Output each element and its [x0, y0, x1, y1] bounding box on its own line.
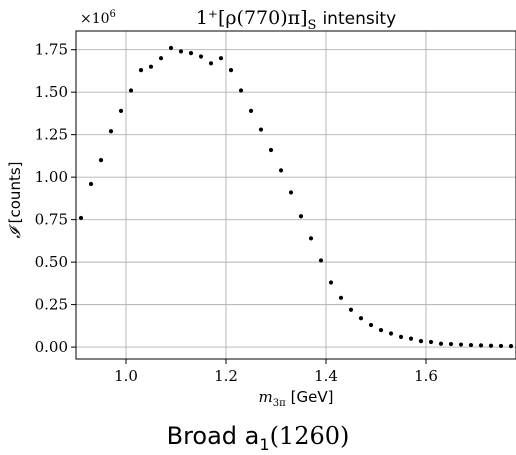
data-point	[118, 108, 124, 113]
data-point	[178, 49, 184, 54]
x-ticks: 1.0 1.2 1.4 1.6	[114, 359, 438, 385]
data-point	[328, 280, 334, 285]
y-ticks: 0.00 0.25 0.50 0.75 1.00 1.25 1.50 1.75	[35, 41, 76, 356]
data-point	[308, 236, 314, 241]
y-tick-label: 1.00	[35, 168, 68, 186]
data-point	[158, 56, 164, 61]
data-point	[188, 50, 194, 56]
data-point	[138, 67, 144, 73]
data-point	[338, 295, 344, 300]
data-point	[88, 181, 94, 187]
data-point	[488, 343, 494, 348]
y-multiplier: ×106	[80, 9, 116, 27]
y-tick-label: 1.75	[35, 41, 68, 59]
data-point	[248, 108, 254, 113]
data-point	[478, 343, 484, 348]
data-point	[268, 147, 274, 153]
x-axis-label: m3π [GeV]	[259, 388, 334, 409]
data-point	[168, 45, 174, 51]
data-point	[348, 307, 354, 312]
x-tick-label: 1.4	[314, 367, 338, 385]
data-point	[438, 341, 444, 346]
grid-lines	[76, 31, 516, 359]
y-axis-label: 𝓘[counts]	[6, 162, 24, 239]
data-point	[98, 158, 104, 163]
data-point	[408, 336, 414, 341]
figure-caption: Broad a1(1260)	[166, 422, 350, 454]
data-point	[108, 129, 114, 134]
data-point	[238, 88, 244, 93]
x-tick-label: 1.0	[114, 367, 138, 385]
x-tick-label: 1.6	[414, 367, 438, 385]
plot-frame	[75, 30, 516, 360]
data-point	[448, 341, 454, 347]
data-point	[358, 316, 364, 321]
data-point	[218, 56, 224, 61]
data-point	[278, 168, 284, 173]
data-point	[398, 334, 404, 340]
data-points	[78, 45, 514, 349]
data-point	[508, 343, 514, 349]
data-point	[468, 342, 474, 348]
data-point	[288, 190, 294, 195]
data-point	[208, 61, 214, 66]
data-point	[498, 343, 504, 349]
data-point	[198, 54, 204, 59]
data-point	[78, 215, 84, 221]
y-tick-label: 0.75	[35, 211, 68, 229]
y-tick-label: 1.50	[35, 83, 68, 101]
y-tick-label: 1.25	[35, 126, 68, 144]
data-point	[148, 64, 154, 69]
y-tick-label: 0.25	[35, 296, 68, 314]
x-tick-label: 1.2	[214, 367, 238, 385]
y-tick-label: 0.50	[35, 253, 68, 271]
data-point	[378, 328, 384, 333]
data-point	[258, 127, 264, 132]
data-point	[228, 67, 234, 73]
data-point	[368, 322, 374, 328]
y-tick-label: 0.00	[35, 338, 68, 356]
data-point	[128, 88, 134, 93]
chart-title: 1⁺[ρ(770)π]S intensity	[196, 7, 396, 33]
data-point	[458, 342, 464, 347]
data-point	[428, 339, 434, 345]
data-point	[318, 258, 324, 263]
data-point	[388, 331, 394, 336]
chart: 1.0 1.2 1.4 1.6 0.00 0.25 0.50 0.75 1.00 1.25 1.5…	[6, 7, 516, 409]
data-point	[418, 339, 424, 344]
data-point	[298, 214, 304, 219]
